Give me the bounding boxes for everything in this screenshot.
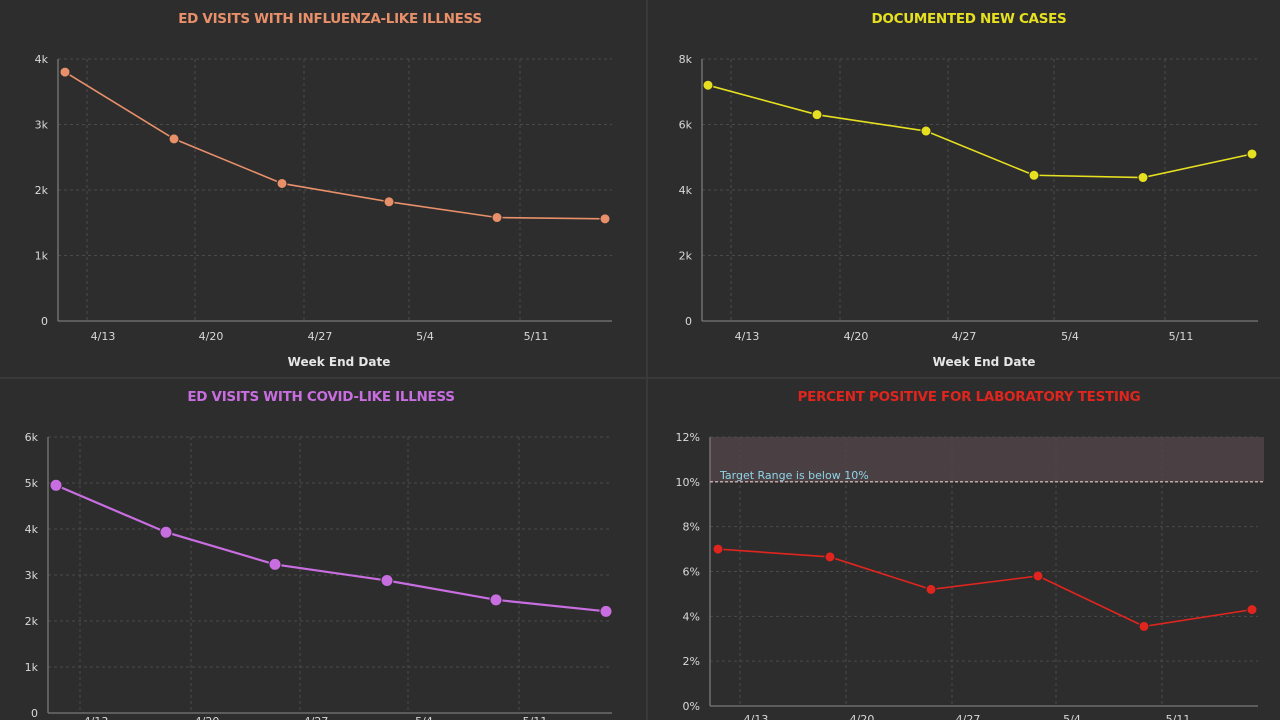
y-tick-label: 6k xyxy=(25,431,39,444)
chart-panel-percent-positive: PERCENT POSITIVE FOR LABORATORY TESTING … xyxy=(648,379,1280,720)
x-tick-label: 5/11 xyxy=(523,715,548,720)
data-point[interactable] xyxy=(159,525,173,539)
x-tick-label: 5/11 xyxy=(1169,330,1194,343)
data-point[interactable] xyxy=(1138,620,1150,632)
y-tick-label: 2% xyxy=(683,655,700,668)
x-tick-label: 5/4 xyxy=(415,715,433,720)
chart-title: DOCUMENTED NEW CASES xyxy=(871,11,1067,27)
chart-panel-covid-like-illness: ED VISITS WITH COVID-LIKE ILLNESS 0 1k 2k 3… xyxy=(0,379,646,720)
chart-panel-influenza-like-illness: ED VISITS WITH INFLUENZA-LIKE ILLNESS 0 1… xyxy=(0,0,646,377)
y-tick-label: 0 xyxy=(41,315,48,328)
threshold-label: Target Range is below 10% xyxy=(719,469,869,482)
target-range-band xyxy=(710,437,1264,482)
x-tick-label: 5/4 xyxy=(1061,330,1079,343)
y-tick-label: 6% xyxy=(683,566,700,579)
x-tick-label: 4/20 xyxy=(844,330,869,343)
y-tick-label: 0% xyxy=(683,700,700,713)
data-point[interactable] xyxy=(1246,148,1258,160)
data-point[interactable] xyxy=(1028,169,1040,181)
x-tick-label: 4/27 xyxy=(952,330,977,343)
x-tick-label: 5/11 xyxy=(1166,713,1191,720)
y-tick-label: 4k xyxy=(679,184,693,197)
x-tick-label: 4/13 xyxy=(84,715,109,720)
x-tick-label: 5/4 xyxy=(416,330,434,343)
y-tick-label: 8k xyxy=(679,53,693,66)
series-line xyxy=(707,84,1253,179)
y-tick-label: 4k xyxy=(35,53,49,66)
data-point[interactable] xyxy=(491,212,503,224)
x-tick-label: 5/4 xyxy=(1063,713,1081,720)
y-tick-label: 1k xyxy=(25,661,39,674)
vertical-divider xyxy=(646,0,648,720)
x-tick-label: 4/13 xyxy=(735,330,760,343)
data-point[interactable] xyxy=(268,557,282,571)
y-tick-label: 0 xyxy=(685,315,692,328)
data-point[interactable] xyxy=(599,604,613,618)
x-axis-title: Week End Date xyxy=(933,355,1036,369)
data-point[interactable] xyxy=(276,177,288,189)
data-point[interactable] xyxy=(1032,570,1044,582)
y-tick-label: 6k xyxy=(679,119,693,132)
chart-panel-documented-new-cases: DOCUMENTED NEW CASES 0 2k 4k 6k 8k 4/13 4/20 4/… xyxy=(648,0,1280,377)
chart-title: ED VISITS WITH COVID-LIKE ILLNESS xyxy=(187,389,455,405)
data-point[interactable] xyxy=(489,593,503,607)
data-point[interactable] xyxy=(59,66,71,78)
y-tick-label: 8% xyxy=(683,521,700,534)
y-tick-label: 10% xyxy=(676,476,700,489)
chart-title: PERCENT POSITIVE FOR LABORATORY TESTING xyxy=(797,389,1141,405)
chart-title: ED VISITS WITH INFLUENZA-LIKE ILLNESS xyxy=(178,11,482,27)
series-line xyxy=(717,548,1253,628)
x-tick-label: 4/27 xyxy=(308,330,333,343)
data-point[interactable] xyxy=(811,109,823,121)
y-tick-label: 2k xyxy=(35,184,49,197)
line-chart-covid-like-illness: 0 1k 2k 3k 4k 5k 6k 4/13 4/20 4/27 5/4 5/11 xyxy=(25,431,613,720)
x-tick-label: 4/13 xyxy=(744,713,769,720)
y-tick-label: 3k xyxy=(35,119,49,132)
data-point[interactable] xyxy=(920,125,932,137)
x-tick-label: 4/27 xyxy=(956,713,981,720)
x-tick-label: 4/13 xyxy=(91,330,116,343)
x-axis-title: Week End Date xyxy=(288,355,391,369)
data-point[interactable] xyxy=(599,213,611,225)
series-line xyxy=(64,71,606,220)
data-point[interactable] xyxy=(383,196,395,208)
line-chart-percent-positive: 0% 2% 4% 6% 8% 10% 12% 4/13 4/20 4/27 5/4 5/11 Targe… xyxy=(676,431,1264,720)
data-point[interactable] xyxy=(712,543,724,555)
y-tick-label: 12% xyxy=(676,431,700,444)
line-chart-influenza-like-illness: 0 1k 2k 3k 4k 4/13 4/20 4/27 5/4 5/11 Week End Dat… xyxy=(35,53,612,369)
x-tick-label: 4/20 xyxy=(195,715,220,720)
y-tick-label: 2k xyxy=(25,615,39,628)
x-tick-label: 4/20 xyxy=(199,330,224,343)
data-point[interactable] xyxy=(168,133,180,145)
data-point[interactable] xyxy=(702,79,714,91)
data-point[interactable] xyxy=(49,478,63,492)
x-tick-label: 4/27 xyxy=(304,715,329,720)
horizontal-divider xyxy=(0,377,1280,379)
data-point[interactable] xyxy=(925,583,937,595)
data-point[interactable] xyxy=(824,551,836,563)
x-tick-label: 5/11 xyxy=(524,330,549,343)
y-tick-label: 5k xyxy=(25,477,39,490)
y-tick-label: 4k xyxy=(25,523,39,536)
series-line xyxy=(55,484,607,613)
y-tick-label: 4% xyxy=(683,610,700,623)
line-chart-documented-new-cases: 0 2k 4k 6k 8k 4/13 4/20 4/27 5/4 5/11 Week End Dat… xyxy=(679,53,1258,369)
y-tick-label: 0 xyxy=(31,707,38,720)
y-tick-label: 1k xyxy=(35,250,49,263)
y-tick-label: 2k xyxy=(679,250,693,263)
data-point[interactable] xyxy=(1137,172,1149,184)
data-point[interactable] xyxy=(380,574,394,588)
data-point[interactable] xyxy=(1246,604,1258,616)
y-tick-label: 3k xyxy=(25,569,39,582)
x-tick-label: 4/20 xyxy=(850,713,875,720)
